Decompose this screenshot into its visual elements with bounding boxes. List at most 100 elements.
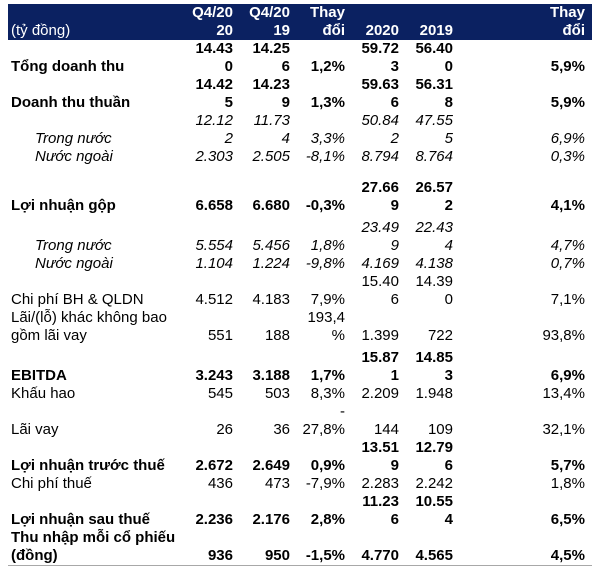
cell-value: - 27,8% — [302, 403, 345, 438]
cell-value: 3,3% — [310, 130, 345, 147]
row-label: Chi phí thuế — [11, 475, 92, 492]
table-row: Nước ngoài 2.303 2.505 -8,1% 8.794 8.764 0,3% — [8, 148, 592, 166]
cell-value: 4,7% — [550, 237, 585, 254]
cell-value: 6.658 — [195, 197, 233, 214]
cell-value: 7,1% — [550, 291, 585, 308]
cell-value: 14.25 6 — [252, 40, 290, 75]
row-label: Lợi nhuận sau thuế — [11, 511, 150, 528]
table-header: (tỷ đồng) Q4/20 20 Q4/20 19 Thay đổi 202… — [8, 4, 592, 40]
cell-value: 12.12 2 — [195, 112, 233, 147]
cell-value: 722 — [427, 327, 453, 344]
cell-value: 14.39 0 — [415, 273, 453, 308]
cell-value: 1.948 — [415, 385, 453, 402]
cell-value: 14.23 9 — [252, 76, 290, 111]
table-row: Lợi nhuận trước thuế 2.672 2.649 0,9% 13.51 … — [8, 439, 592, 475]
table-row: Lợi nhuận gộp 6.658 6.680 -0,3% 27.66 9 26.57… — [8, 166, 592, 215]
cell-value: 2.649 — [252, 457, 290, 474]
cell-value: 15.87 1 — [361, 349, 399, 384]
cell-value: 188 — [264, 327, 290, 344]
cell-value: 14.43 0 — [195, 40, 233, 75]
row-label: Doanh thu thuần — [11, 94, 131, 111]
table-row: Trong nước 5.554 5.456 1,8% 23.49 9 22.43 4 4,… — [8, 215, 592, 255]
row-label: Trong nước — [35, 237, 112, 254]
table-row: EBITDA 3.243 3.188 1,7% 15.87 1 14.85 3 6,9% — [8, 345, 592, 385]
cell-value: 109 — [427, 421, 453, 438]
cell-value: 10.55 4 — [415, 493, 453, 528]
cell-value: 2.283 — [361, 475, 399, 492]
cell-value: 950 — [264, 547, 290, 564]
cell-value: 5,9% — [550, 58, 585, 75]
row-label: Nước ngoài — [35, 255, 113, 272]
cell-value: 1,2% — [310, 58, 345, 75]
column-header-change-year: Thay đổi — [453, 4, 592, 40]
cell-value: 56.31 8 — [415, 76, 453, 111]
cell-value: 47.55 5 — [415, 112, 453, 147]
cell-value: 5,7% — [550, 457, 585, 474]
cell-value: 551 — [207, 327, 233, 344]
cell-value: 503 — [264, 385, 290, 402]
cell-value: 1.104 — [195, 255, 233, 272]
table-row: Tổng doanh thu 14.43 0 14.25 6 1,2% 59.72 3 5… — [8, 40, 592, 76]
column-header-unit: (tỷ đồng) — [8, 4, 178, 40]
cell-value: -1,5% — [305, 547, 345, 564]
cell-value: 4.770 — [361, 547, 399, 564]
cell-value: 2.672 — [195, 457, 233, 474]
cell-value: 1.224 — [252, 255, 290, 272]
table-row: Lãi/(lỗ) khác không bao gồm lãi vay 551 18… — [8, 309, 592, 345]
cell-value: 0,3% — [550, 148, 585, 165]
cell-value: 23.49 9 — [361, 219, 399, 254]
cell-value: 6,5% — [550, 511, 585, 528]
cell-value: -7,9% — [305, 475, 345, 492]
row-label: Tổng doanh thu — [11, 58, 125, 75]
cell-value: 15.40 6 — [361, 273, 399, 308]
column-header-2019: 2019 — [399, 4, 453, 40]
cell-value: 1.399 — [361, 327, 399, 344]
cell-value: 545 — [207, 385, 233, 402]
cell-value: 2.176 — [252, 511, 290, 528]
cell-value: 13,4% — [542, 385, 585, 402]
cell-value: 473 — [264, 475, 290, 492]
table-row: Nước ngoài 1.104 1.224 -9,8% 4.169 4.138 0,7% — [8, 255, 592, 273]
cell-value: 2.242 — [415, 475, 453, 492]
row-label: Lợi nhuận trước thuế — [11, 457, 165, 474]
header-row: (tỷ đồng) Q4/20 20 Q4/20 19 Thay đổi 202… — [8, 4, 592, 40]
column-header-change-quarter: Thay đổi — [290, 4, 345, 40]
cell-value: 3.243 — [195, 367, 233, 384]
cell-value: 4.183 — [252, 291, 290, 308]
cell-value: 936 — [207, 547, 233, 564]
row-label: Khấu hao — [11, 385, 76, 402]
cell-value: 1,8% — [310, 237, 345, 254]
cell-value: 8.794 — [361, 148, 399, 165]
cell-value: 26.57 2 — [415, 179, 453, 214]
cell-value: 4.565 — [415, 547, 453, 564]
cell-value: 5.554 — [195, 237, 233, 254]
column-header-q4-2020: Q4/20 20 — [178, 4, 233, 40]
cell-value: 26 — [216, 421, 233, 438]
cell-value: 8.764 — [415, 148, 453, 165]
cell-value: 32,1% — [542, 421, 585, 438]
cell-value: 22.43 4 — [415, 219, 453, 254]
cell-value: 3.188 — [252, 367, 290, 384]
cell-value: 1,8% — [550, 475, 585, 492]
cell-value: 11.23 6 — [362, 493, 399, 528]
column-header-q4-2019: Q4/20 19 — [233, 4, 290, 40]
cell-value: -0,3% — [305, 197, 345, 214]
financial-table: (tỷ đồng) Q4/20 20 Q4/20 19 Thay đổi 202… — [8, 4, 592, 566]
cell-value: 6,9% — [550, 367, 585, 384]
cell-value: 1,7% — [310, 367, 345, 384]
cell-value: 436 — [207, 475, 233, 492]
table-row: Chi phí BH & QLDN 4.512 4.183 7,9% 15.40 6 14… — [8, 273, 592, 309]
cell-value: 8,3% — [310, 385, 345, 402]
column-header-2020: 2020 — [345, 4, 399, 40]
cell-value: 5,9% — [550, 94, 585, 111]
cell-value: 27.66 9 — [361, 179, 399, 214]
cell-value: 56.40 0 — [415, 40, 453, 75]
cell-value: 2.505 — [252, 148, 290, 165]
row-label: Chi phí BH & QLDN — [11, 291, 144, 308]
cell-value: 4.169 — [361, 255, 399, 272]
cell-value: 4.138 — [415, 255, 453, 272]
cell-value: 93,8% — [542, 327, 585, 344]
table-row: Lãi vay 26 36 - 27,8% 144 109 32,1% — [8, 403, 592, 439]
cell-value: 12.79 6 — [415, 439, 453, 474]
